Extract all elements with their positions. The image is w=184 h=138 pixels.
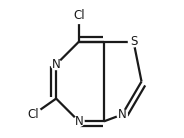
Circle shape <box>51 59 61 70</box>
Circle shape <box>128 37 139 47</box>
Circle shape <box>117 109 127 120</box>
Text: S: S <box>130 35 137 48</box>
Text: N: N <box>52 58 61 71</box>
Text: Cl: Cl <box>73 9 85 22</box>
Text: Cl: Cl <box>28 108 39 121</box>
Circle shape <box>74 116 84 127</box>
Circle shape <box>71 8 87 23</box>
Circle shape <box>25 107 41 123</box>
Text: N: N <box>75 115 83 128</box>
Text: N: N <box>118 108 127 121</box>
